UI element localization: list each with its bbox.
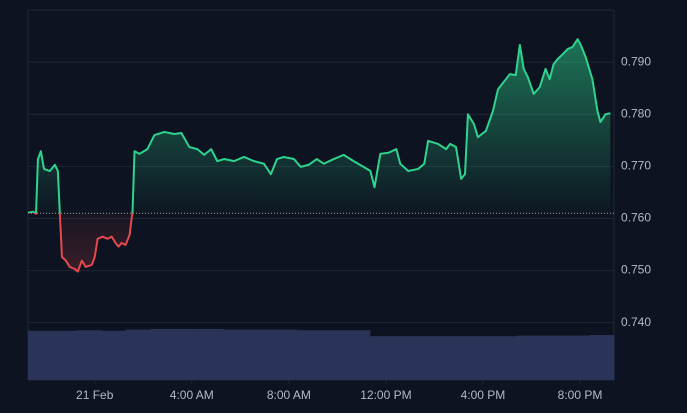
volume-bar xyxy=(223,329,249,380)
volume-bar xyxy=(101,330,127,380)
volume-bars xyxy=(28,329,615,380)
volume-bar xyxy=(418,336,444,380)
y-tick-label: 0.770 xyxy=(621,159,651,173)
volume-bar xyxy=(272,329,298,380)
volume-bar xyxy=(394,336,420,380)
y-tick-label: 0.780 xyxy=(621,106,651,120)
volume-bar xyxy=(369,336,395,380)
volume-bar xyxy=(491,336,517,380)
volume-bar xyxy=(589,335,615,380)
y-tick-label: 0.750 xyxy=(621,263,651,277)
volume-bar xyxy=(28,330,53,380)
volume-bar xyxy=(150,329,175,380)
volume-bar xyxy=(443,336,468,380)
volume-bar xyxy=(516,335,542,380)
volume-bar xyxy=(540,335,566,380)
y-tick-label: 0.760 xyxy=(621,211,651,225)
volume-bar xyxy=(321,330,346,380)
volume-bar xyxy=(52,330,78,380)
area xyxy=(28,39,611,272)
x-tick-label: 8:00 AM xyxy=(267,388,311,402)
volume-bar xyxy=(198,329,224,380)
volume-bar xyxy=(125,329,151,380)
volume-bar xyxy=(174,329,200,380)
volume-bar xyxy=(247,329,273,380)
volume-bar xyxy=(296,330,322,380)
volume-bar xyxy=(345,330,371,380)
x-tick-label: 4:00 PM xyxy=(461,388,506,402)
volume-bar xyxy=(467,336,493,380)
y-tick-label: 0.740 xyxy=(621,315,651,329)
x-tick-label: 4:00 AM xyxy=(170,388,214,402)
y-tick-label: 0.790 xyxy=(621,54,651,68)
volume-bar xyxy=(565,335,591,380)
volume-bar xyxy=(76,330,102,380)
x-tick-label: 21 Feb xyxy=(76,388,114,402)
x-tick-label: 12:00 PM xyxy=(360,388,411,402)
x-tick-label: 8:00 PM xyxy=(558,388,603,402)
price-line xyxy=(27,38,611,273)
